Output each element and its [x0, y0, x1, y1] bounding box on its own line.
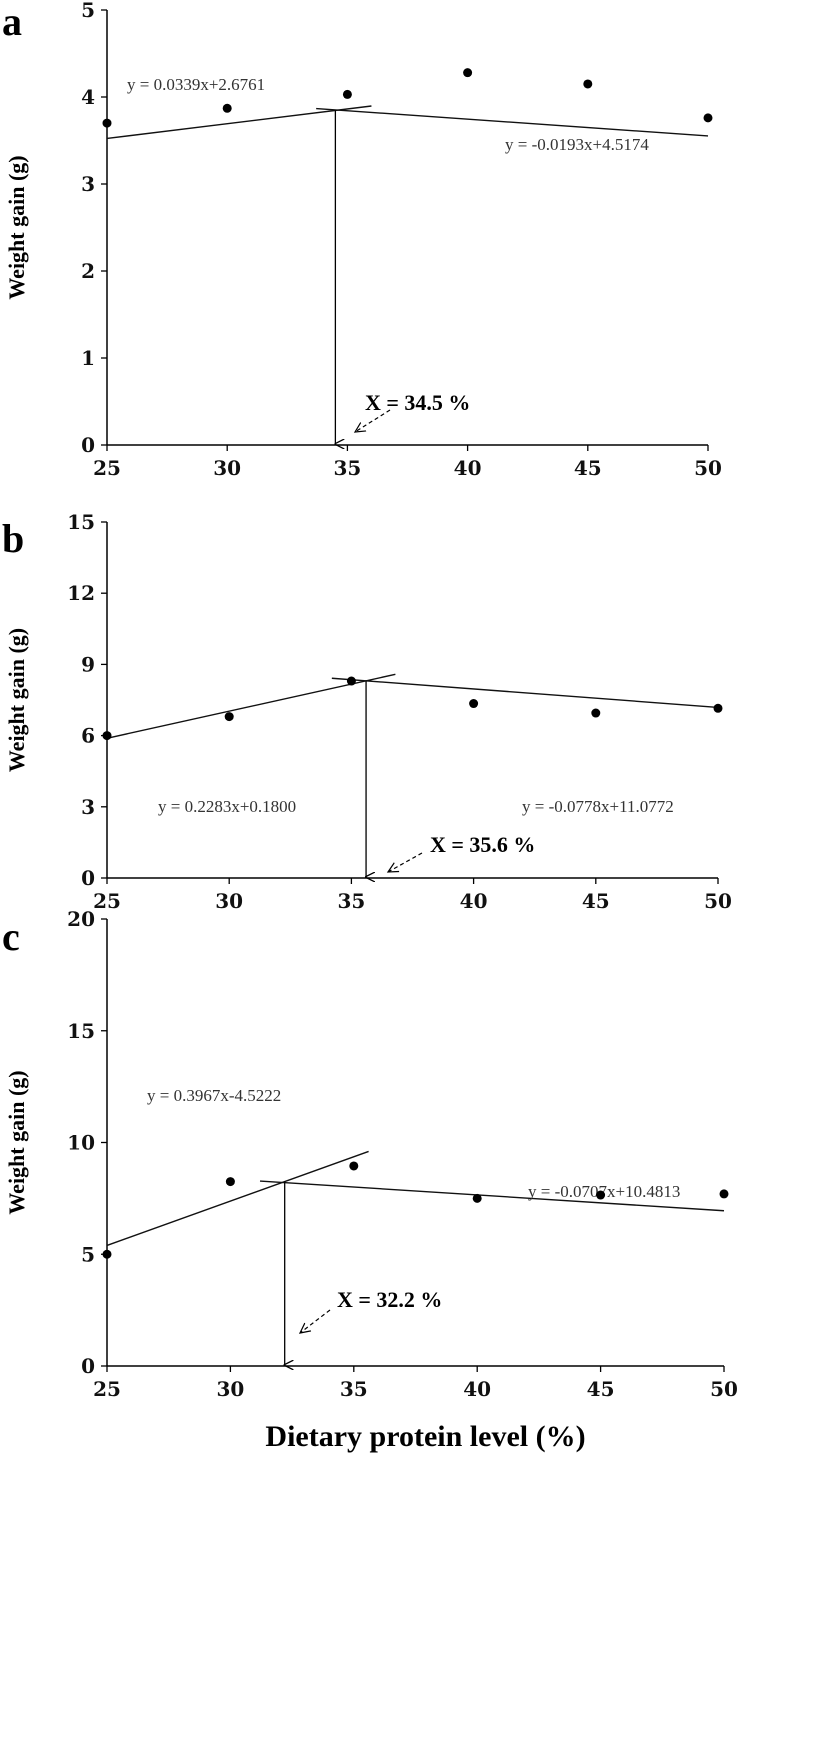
fit-equation-1: y = 0.2283x+0.1800 [158, 797, 296, 816]
y-axis-label: Weight gain (g) [4, 1070, 29, 1214]
breakpoint-pointer [388, 852, 423, 872]
y-tick-label: 4 [81, 85, 95, 109]
y-tick-label: 6 [81, 724, 95, 748]
panel-letter: b [2, 516, 24, 561]
x-tick-label: 25 [93, 889, 121, 913]
x-tick-label: 25 [93, 1377, 121, 1401]
y-tick-label: 10 [67, 1131, 95, 1155]
data-point [346, 676, 356, 686]
y-tick-label: 12 [67, 581, 95, 605]
fit-equation-2: y = -0.0778x+11.0772 [522, 797, 674, 816]
fit-line-2 [316, 107, 709, 137]
chart-panel-b: b 0 3 6 9 12 15 25 30 35 40 45 50 Weight gain (g) y = … [2, 510, 732, 913]
x-tick-label: 45 [582, 889, 610, 913]
data-point [222, 103, 232, 113]
breakpoint-label: X = 34.5 % [365, 390, 470, 415]
x-tick-label: 50 [694, 456, 722, 480]
x-tick-label: 25 [93, 456, 121, 480]
x-tick-label: 50 [704, 889, 732, 913]
fit-line-2 [331, 677, 719, 709]
x-tick-label: 45 [574, 456, 602, 480]
data-point [472, 1193, 482, 1203]
data-point [583, 79, 593, 89]
panel-letter: a [2, 0, 22, 44]
y-tick-label: 20 [67, 907, 95, 931]
x-tick-label: 50 [710, 1377, 738, 1401]
y-tick-label: 3 [81, 172, 95, 196]
data-point [102, 1249, 112, 1259]
x-tick-label: 35 [333, 456, 361, 480]
x-tick-label: 30 [215, 889, 243, 913]
data-point [713, 703, 723, 713]
x-tick-label: 35 [337, 889, 365, 913]
y-tick-label: 0 [81, 1354, 95, 1378]
x-axis-label: Dietary protein level (%) [265, 1420, 585, 1453]
fit-line-1 [106, 1150, 369, 1247]
fit-line-1 [106, 673, 396, 739]
y-axis-label: Weight gain (g) [4, 628, 29, 772]
y-tick-label: 0 [81, 866, 95, 890]
y-tick-label: 2 [81, 259, 95, 283]
y-tick-label: 1 [81, 346, 95, 370]
y-tick-label: 5 [81, 1242, 95, 1266]
x-tick-label: 40 [463, 1377, 491, 1401]
data-point [719, 1189, 729, 1199]
data-point [596, 1190, 606, 1200]
data-point [342, 89, 352, 99]
data-point [463, 68, 473, 78]
x-tick-label: 30 [216, 1377, 244, 1401]
chart-panel-c: c 0 5 10 15 20 25 30 35 40 45 50 Weight gain (g) Diet… [2, 907, 738, 1453]
breakpoint-label: X = 32.2 % [337, 1287, 442, 1312]
y-tick-label: 9 [81, 652, 95, 676]
fit-line-1 [106, 105, 372, 140]
data-point [224, 712, 234, 722]
x-tick-label: 40 [454, 456, 482, 480]
data-point [469, 699, 479, 709]
x-tick-label: 30 [213, 456, 241, 480]
y-tick-label: 5 [81, 0, 95, 22]
y-axis-label: Weight gain (g) [4, 155, 29, 299]
x-tick-label: 40 [460, 889, 488, 913]
data-point [591, 708, 601, 718]
data-point [225, 1177, 235, 1187]
x-tick-label: 45 [587, 1377, 615, 1401]
data-point [703, 113, 713, 123]
breakpoint-label: X = 35.6 % [430, 832, 535, 857]
fit-equation-1: y = 0.3967x-4.5222 [147, 1086, 281, 1105]
data-point [102, 118, 112, 128]
breakpoint-pointer [300, 1309, 331, 1333]
y-tick-label: 15 [67, 1019, 95, 1043]
panel-letter: c [2, 914, 20, 959]
y-tick-label: 15 [67, 510, 95, 534]
data-point [349, 1161, 359, 1171]
y-tick-label: 3 [81, 795, 95, 819]
fit-equation-2: y = -0.0193x+4.5174 [505, 135, 649, 154]
fit-equation-1: y = 0.0339x+2.6761 [127, 75, 265, 94]
data-point [102, 731, 112, 741]
x-tick-label: 35 [340, 1377, 368, 1401]
fit-line-2 [259, 1180, 725, 1212]
y-tick-label: 0 [81, 433, 95, 457]
fit-equation-2: y = -0.0707x+10.4813 [528, 1182, 680, 1201]
